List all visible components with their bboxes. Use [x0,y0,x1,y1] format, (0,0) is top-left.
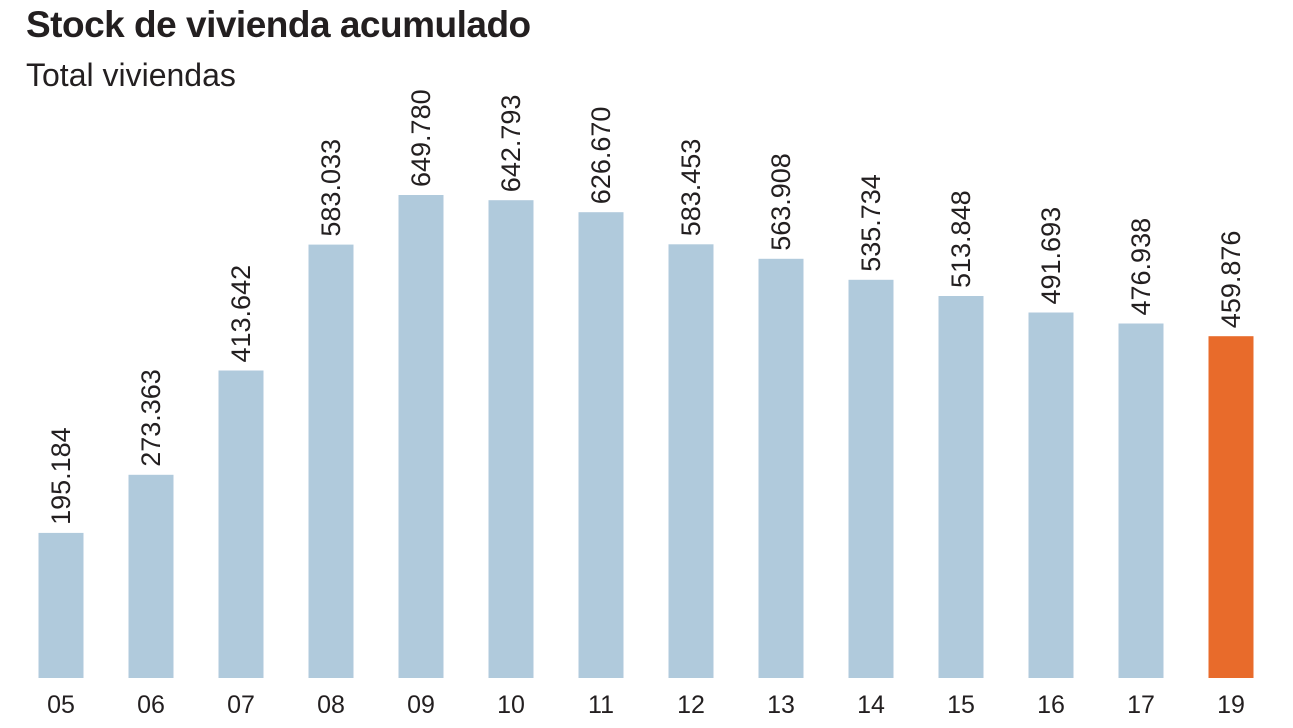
bar-17 [1118,323,1164,678]
x-tick-label-14: 14 [857,691,885,719]
data-label-17: 476.938 [1126,218,1156,316]
bar-11 [578,212,624,678]
bar-10 [488,200,534,678]
bar-09 [398,195,444,678]
bar-06 [128,474,174,678]
chart-title: Stock de vivienda acumulado [26,4,531,45]
x-tick-label-13: 13 [767,691,795,719]
data-label-15: 513.848 [946,190,976,288]
x-tick-label-15: 15 [947,691,975,719]
bar-07 [218,370,264,678]
data-label-08: 583.033 [316,139,346,237]
data-label-11: 626.670 [586,107,616,205]
x-tick-label-06: 06 [137,691,165,719]
bar-16 [1028,312,1074,678]
x-tick-label-11: 11 [588,691,614,719]
bar-12 [668,244,714,679]
bar-13 [758,258,804,678]
x-tick-label-05: 05 [47,691,75,719]
x-tick-label-17: 17 [1127,691,1155,719]
bar-05 [38,532,84,678]
data-label-12: 583.453 [676,139,706,237]
data-label-16: 491.693 [1036,207,1066,305]
bar-19 [1208,336,1254,678]
data-label-19: 459.876 [1216,231,1246,329]
bar-15 [938,296,984,678]
data-label-05: 195.184 [46,427,76,525]
x-tick-label-08: 08 [317,691,345,719]
data-label-13: 563.908 [766,153,796,251]
bar-08 [308,244,354,678]
data-label-14: 535.734 [856,174,886,272]
data-label-07: 413.642 [226,265,256,363]
x-tick-label-07: 07 [227,691,255,719]
bar-14 [848,279,894,678]
data-label-09: 649.780 [406,89,436,187]
data-label-06: 273.363 [136,369,166,467]
data-label-10: 642.793 [496,95,526,193]
x-tick-label-12: 12 [677,691,705,719]
chart-subtitle: Total viviendas [26,57,236,93]
x-tick-label-09: 09 [407,691,435,719]
x-tick-label-19: 19 [1217,691,1245,719]
x-tick-label-16: 16 [1037,691,1065,719]
x-tick-label-10: 10 [497,691,525,719]
